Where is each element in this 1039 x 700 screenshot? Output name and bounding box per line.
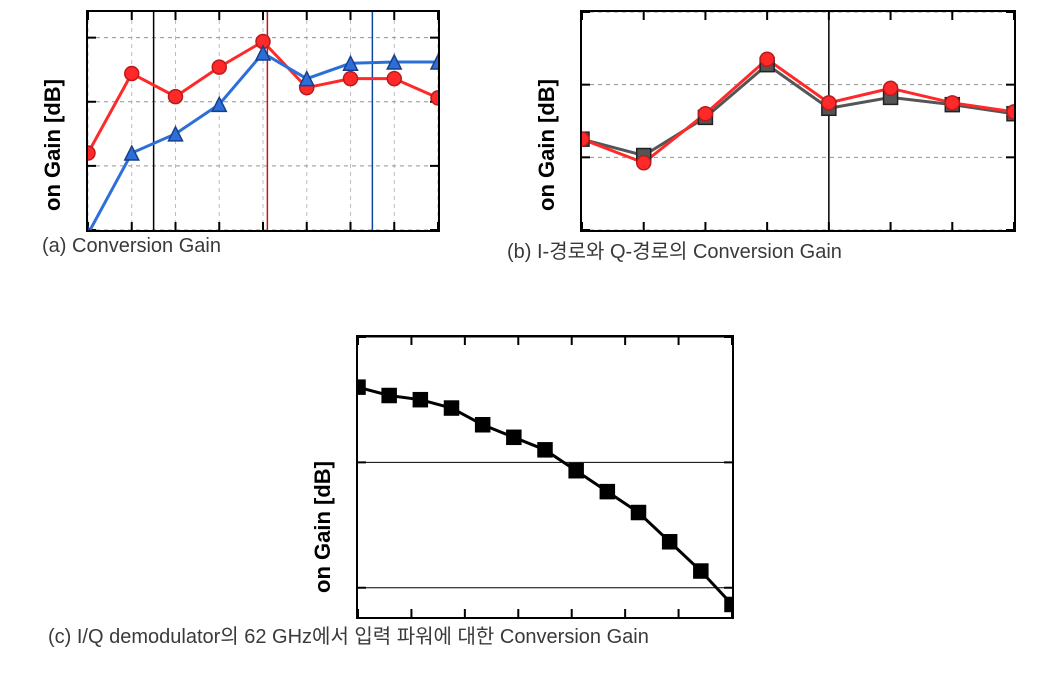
page: on Gain [dB] -50510 (a) Conversion Gain … [0,0,1039,700]
chart-b-ylabel: on Gain [dB] [534,79,560,211]
chart-b-plot: 04812 [580,10,1016,232]
chart-b-caption: (b) I-경로와 Q-경로의 Conversion Gain [507,235,842,264]
chart-c-caption: (c) I/Q demodulator의 62 GHz에서 입력 파워에 대한 … [48,620,649,649]
chart-c-ylabel: on Gain [dB] [310,461,336,593]
chart-c: on Gain [dB] 6912 [0,0,378,284]
chart-c-plot: 6912 [356,335,734,619]
